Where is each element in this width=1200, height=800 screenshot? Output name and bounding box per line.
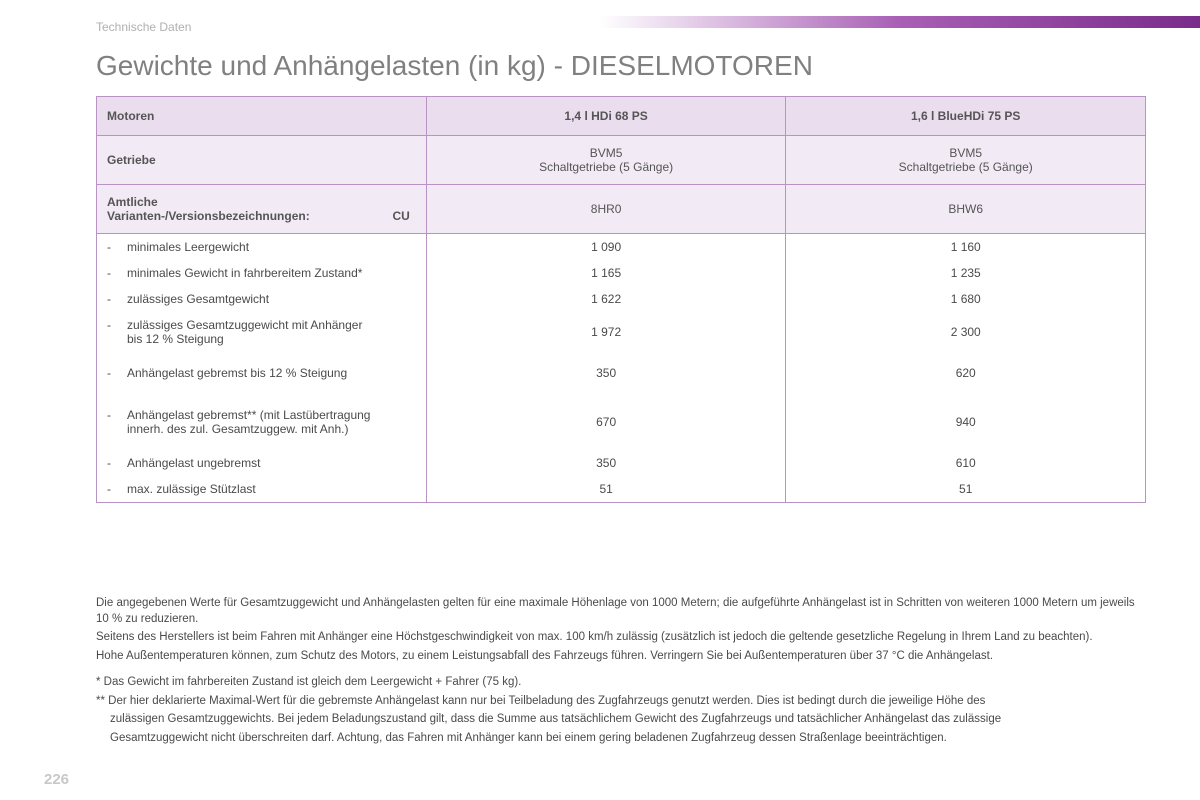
gearbox-col2: BVM5 Schaltgetriebe (5 Gänge) xyxy=(786,136,1146,185)
row-label: max. zulässige Stützlast xyxy=(127,482,256,496)
row-value-col1: 51 xyxy=(426,476,786,503)
row-value-col2: 610 xyxy=(786,450,1146,476)
variant-col1: 8HR0 xyxy=(426,185,786,234)
header-row-engines: Motoren 1,4 l HDi 68 PS 1,6 l BlueHDi 75… xyxy=(97,97,1146,136)
row-label: zulässiges Gesamtgewicht xyxy=(127,292,269,306)
row-label: zulässiges Gesamtzuggewicht mit Anhänger… xyxy=(127,318,362,346)
note-p1: Die angegebenen Werte für Gesamtzuggewic… xyxy=(96,596,1146,627)
row-value-col1: 670 xyxy=(426,394,786,450)
specs-table: Motoren 1,4 l HDi 68 PS 1,6 l BlueHDi 75… xyxy=(96,96,1146,503)
variant-col2: BHW6 xyxy=(786,185,1146,234)
row-value-col2: 940 xyxy=(786,394,1146,450)
table-row: -Anhängelast gebremst** (mit Lastübertra… xyxy=(97,394,1146,450)
row-label: minimales Leergewicht xyxy=(127,240,249,254)
table-row: -Anhängelast ungebremst350610 xyxy=(97,450,1146,476)
row-value-col2: 1 680 xyxy=(786,286,1146,312)
row-label: Anhängelast gebremst bis 12 % Steigung xyxy=(127,366,347,380)
note-p5b: zulässigen Gesamtzuggewichts. Bei jedem … xyxy=(96,712,1146,728)
table-row: -minimales Gewicht in fahrbereitem Zusta… xyxy=(97,260,1146,286)
row-value-col1: 1 972 xyxy=(426,312,786,352)
table-row: -Anhängelast gebremst bis 12 % Steigung3… xyxy=(97,352,1146,394)
header-label: Motoren xyxy=(97,97,427,136)
gearbox-col1-line2: Schaltgetriebe (5 Gänge) xyxy=(539,160,673,174)
variant-cu: CU xyxy=(392,209,409,223)
row-value-col1: 1 165 xyxy=(426,260,786,286)
table-row: -zulässiges Gesamtzuggewicht mit Anhänge… xyxy=(97,312,1146,352)
row-value-col2: 1 235 xyxy=(786,260,1146,286)
table-row: -minimales Leergewicht1 0901 160 xyxy=(97,234,1146,261)
header-col1: 1,4 l HDi 68 PS xyxy=(426,97,786,136)
row-label: Anhängelast ungebremst xyxy=(127,456,260,470)
row-label: minimales Gewicht in fahrbereitem Zustan… xyxy=(127,266,362,280)
section-label: Technische Daten xyxy=(96,20,191,34)
page-title: Gewichte und Anhängelasten (in kg) - DIE… xyxy=(96,50,813,82)
footnotes: Die angegebenen Werte für Gesamtzuggewic… xyxy=(96,596,1146,749)
gearbox-label: Getriebe xyxy=(97,136,427,185)
note-p3: Hohe Außentemperaturen können, zum Schut… xyxy=(96,649,1146,665)
header-col2: 1,6 l BlueHDi 75 PS xyxy=(786,97,1146,136)
note-p4: * Das Gewicht im fahrbereiten Zustand is… xyxy=(96,675,1146,691)
row-value-col1: 350 xyxy=(426,352,786,394)
row-value-col1: 1 090 xyxy=(426,234,786,261)
row-value-col2: 1 160 xyxy=(786,234,1146,261)
table-row: -zulässiges Gesamtgewicht1 6221 680 xyxy=(97,286,1146,312)
header-gradient-bar xyxy=(600,16,1200,28)
row-label: Anhängelast gebremst** (mit Lastübertrag… xyxy=(127,408,370,436)
gearbox-col2-line1: BVM5 xyxy=(949,146,982,160)
row-value-col2: 620 xyxy=(786,352,1146,394)
note-p2: Seitens des Herstellers ist beim Fahren … xyxy=(96,630,1146,646)
note-p5c: Gesamtzuggewicht nicht überschreiten dar… xyxy=(96,731,1146,747)
gearbox-row: Getriebe BVM5 Schaltgetriebe (5 Gänge) B… xyxy=(97,136,1146,185)
row-value-col2: 2 300 xyxy=(786,312,1146,352)
variant-label-line2: Varianten-/Versionsbezeichnungen: xyxy=(107,209,310,223)
variant-row: Amtliche Varianten-/Versionsbezeichnunge… xyxy=(97,185,1146,234)
variant-label: Amtliche Varianten-/Versionsbezeichnunge… xyxy=(97,185,427,234)
variant-label-line1: Amtliche xyxy=(107,195,158,209)
row-value-col1: 1 622 xyxy=(426,286,786,312)
row-value-col1: 350 xyxy=(426,450,786,476)
gearbox-col2-line2: Schaltgetriebe (5 Gänge) xyxy=(899,160,1033,174)
row-value-col2: 51 xyxy=(786,476,1146,503)
gearbox-col1-line1: BVM5 xyxy=(590,146,623,160)
data-rows: -minimales Leergewicht1 0901 160-minimal… xyxy=(97,234,1146,503)
note-p5a: ** Der hier deklarierte Maximal-Wert für… xyxy=(96,694,1146,710)
gearbox-col1: BVM5 Schaltgetriebe (5 Gänge) xyxy=(426,136,786,185)
table-row: -max. zulässige Stützlast5151 xyxy=(97,476,1146,503)
page-number: 226 xyxy=(44,771,69,788)
